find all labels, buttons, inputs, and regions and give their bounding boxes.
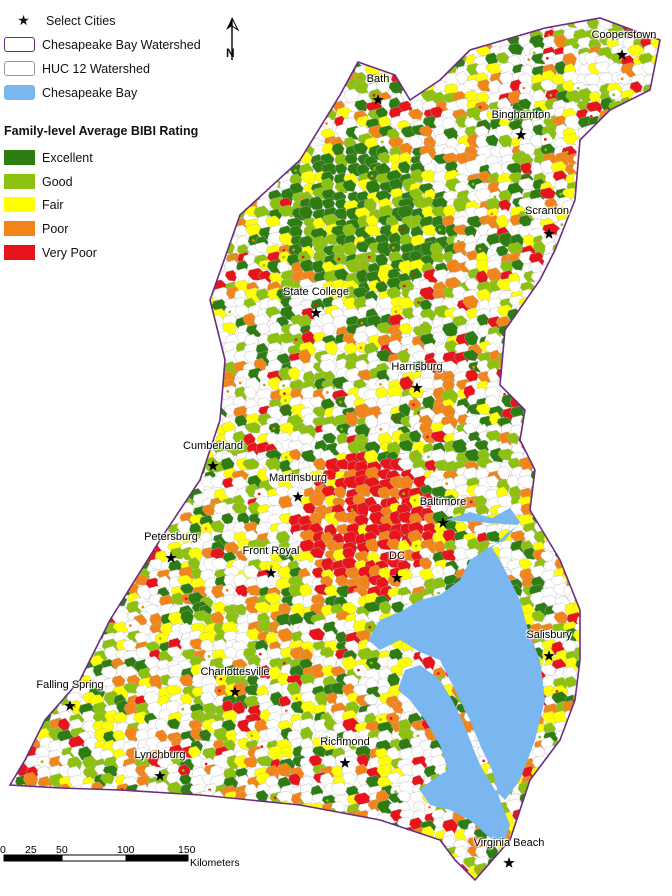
- city-star-richmond: [339, 757, 351, 768]
- scale-tick-50: 50: [56, 844, 68, 856]
- legend-select-cities: ★ Select Cities: [8, 12, 115, 29]
- watershed-area: [8, 17, 661, 882]
- legend-label: Poor: [42, 221, 69, 236]
- city-label-lynchburg: Lynchburg: [134, 749, 186, 761]
- city-star-dc: [391, 572, 403, 583]
- city-star-cooperstown: [616, 49, 628, 60]
- city-star-virginia-beach: [503, 857, 515, 868]
- city-star-bath: [372, 94, 384, 105]
- legend-rating-excellent: Excellent: [4, 150, 93, 165]
- city-star-falling-spring: [64, 700, 76, 711]
- watershed-outline: [8, 17, 661, 882]
- legend-label: Select Cities: [46, 13, 116, 28]
- city-label-cooperstown: Cooperstown: [591, 29, 657, 41]
- city-star-harrisburg: [411, 382, 423, 393]
- city-star-baltimore: [437, 517, 449, 528]
- legend-label: Chesapeake Bay Watershed: [42, 37, 201, 52]
- city-star-salisbury: [543, 650, 555, 661]
- city-star-binghamton: [515, 129, 527, 140]
- scale-tick-150: 150: [178, 844, 196, 856]
- scale-tick-25: 25: [25, 844, 37, 856]
- city-label-baltimore: Baltimore: [419, 496, 467, 508]
- city-label-falling-spring: Falling Spring: [36, 679, 104, 691]
- star-icon: ★: [17, 12, 30, 28]
- city-label-cumberland: Cumberland: [183, 440, 243, 452]
- city-label-front-royal: Front Royal: [242, 545, 300, 557]
- city-label-salisbury: Salisbury: [526, 629, 572, 641]
- city-markers: [64, 49, 628, 868]
- watershed-swatch: [4, 37, 35, 52]
- rating-swatch: [4, 174, 35, 189]
- city-label-dc: DC: [389, 550, 405, 562]
- city-star-lynchburg: [154, 770, 166, 781]
- north-arrow: N: [222, 16, 242, 69]
- city-label-bath: Bath: [366, 73, 390, 85]
- legend-bay: Chesapeake Bay: [4, 85, 137, 100]
- rating-swatch: [4, 221, 35, 236]
- city-label-binghamton: Binghamton: [491, 109, 551, 121]
- legend-rating-very-poor: Very Poor: [4, 245, 97, 260]
- north-arrow-icon: [226, 17, 240, 60]
- bay-swatch: [4, 85, 35, 100]
- rating-swatch: [4, 197, 35, 212]
- chesapeake-bay: [368, 508, 545, 840]
- city-label-scranton: Scranton: [524, 205, 570, 217]
- legend-rating-fair: Fair: [4, 197, 64, 212]
- legend-label: Fair: [42, 197, 64, 212]
- city-star-martinsburg: [292, 491, 304, 502]
- city-label-petersburg: Petersburg: [144, 531, 198, 543]
- legend-label: Chesapeake Bay: [42, 85, 138, 100]
- rating-swatch: [4, 245, 35, 260]
- legend-rating-title: Family-level Average BIBI Rating: [4, 124, 199, 138]
- legend-label: HUC 12 Watershed: [42, 61, 150, 76]
- legend-rating-poor: Poor: [4, 221, 68, 236]
- city-label-charlottesville: Charlottesville: [200, 666, 270, 678]
- city-label-martinsburg: Martinsburg: [268, 472, 328, 484]
- city-star-cumberland: [207, 460, 219, 471]
- scale-tick-100: 100: [117, 844, 135, 856]
- huc12-swatch: [4, 61, 35, 76]
- scale-unit: Kilometers: [190, 857, 240, 869]
- city-label-virginia-beach: Virginia Beach: [473, 837, 545, 849]
- legend-watershed: Chesapeake Bay Watershed: [4, 37, 201, 52]
- city-label-harrisburg: Harrisburg: [391, 361, 443, 373]
- scale-tick-0: 0: [0, 844, 6, 856]
- legend-label: Good: [42, 174, 73, 189]
- city-star-front-royal: [265, 567, 277, 578]
- city-label-richmond: Richmond: [320, 736, 370, 748]
- north-label: N: [226, 46, 235, 60]
- city-label-state-college: State College: [282, 286, 350, 298]
- legend-label: Very Poor: [42, 245, 97, 260]
- rating-swatch: [4, 150, 35, 165]
- city-star-petersburg: [165, 552, 177, 563]
- scale-bar: [3, 854, 189, 862]
- legend-label: Excellent: [42, 150, 93, 165]
- legend-rating-good: Good: [4, 174, 73, 189]
- city-star-state-college: [310, 307, 322, 318]
- city-star-scranton: [543, 228, 555, 239]
- legend-huc12: HUC 12 Watershed: [4, 61, 150, 76]
- city-star-charlottesville: [229, 686, 241, 697]
